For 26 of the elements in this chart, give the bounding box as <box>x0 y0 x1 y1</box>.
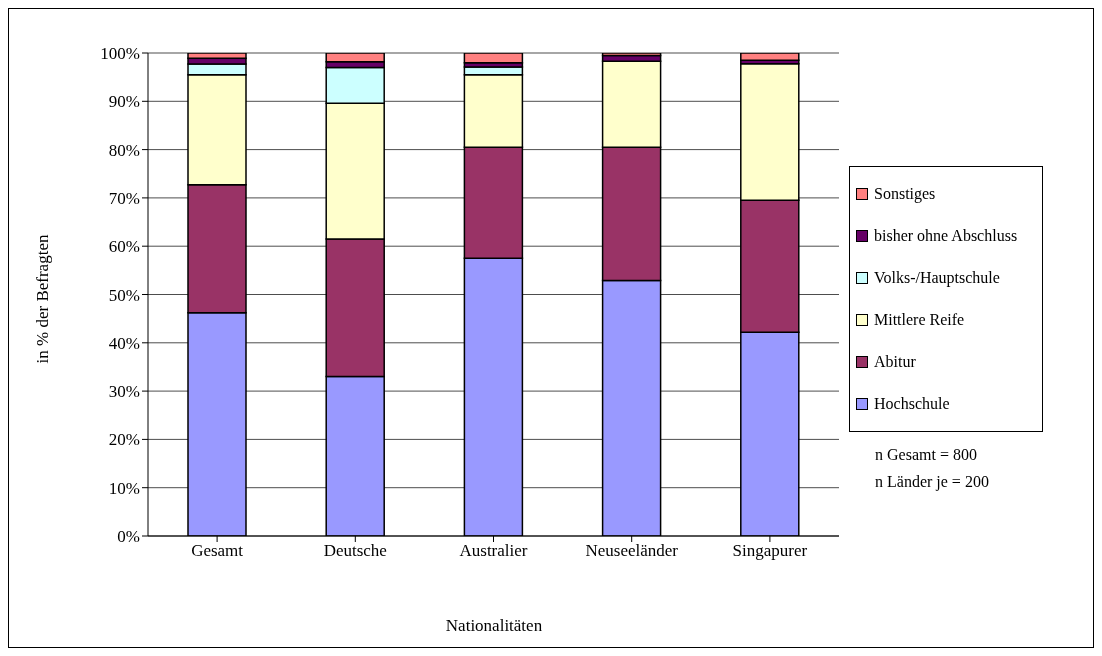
y-tick-label: 10% <box>108 478 140 498</box>
y-tick-label: 70% <box>108 188 140 208</box>
y-tick-label: 100% <box>100 44 140 64</box>
legend-label: Mittlere Reife <box>874 311 965 329</box>
legend-label: Hochschule <box>874 395 950 413</box>
y-tick-label: 60% <box>108 237 140 257</box>
x-tick-label: Singapurer <box>732 541 808 561</box>
x-tick-label: Neuseeländer <box>585 541 679 561</box>
y-axis-title: in % der Befragten <box>33 234 53 364</box>
y-tick-label: 90% <box>108 92 140 112</box>
y-tick-label: 50% <box>108 285 140 305</box>
y-tick-label: 0% <box>117 527 140 547</box>
x-tick-label: Gesamt <box>191 541 244 561</box>
y-tick-label: 30% <box>108 382 140 402</box>
legend-label: bisher ohne Abschluss <box>874 227 1018 245</box>
x-axis-title: Nationalitäten <box>445 616 543 636</box>
x-tick-label: Australier <box>459 541 528 561</box>
legend-label: Volks-/Hauptschule <box>874 269 1000 287</box>
y-tick-label: 80% <box>108 140 140 160</box>
text: n Länder je = 200 <box>875 472 989 493</box>
legend-label: Abitur <box>874 353 916 371</box>
text: n Gesamt = 800 <box>875 445 978 465</box>
y-tick-label: 20% <box>108 430 140 450</box>
x-tick-label: Deutsche <box>323 541 387 561</box>
legend-label: Sonstiges <box>874 185 936 203</box>
y-tick-label: 40% <box>108 333 140 353</box>
